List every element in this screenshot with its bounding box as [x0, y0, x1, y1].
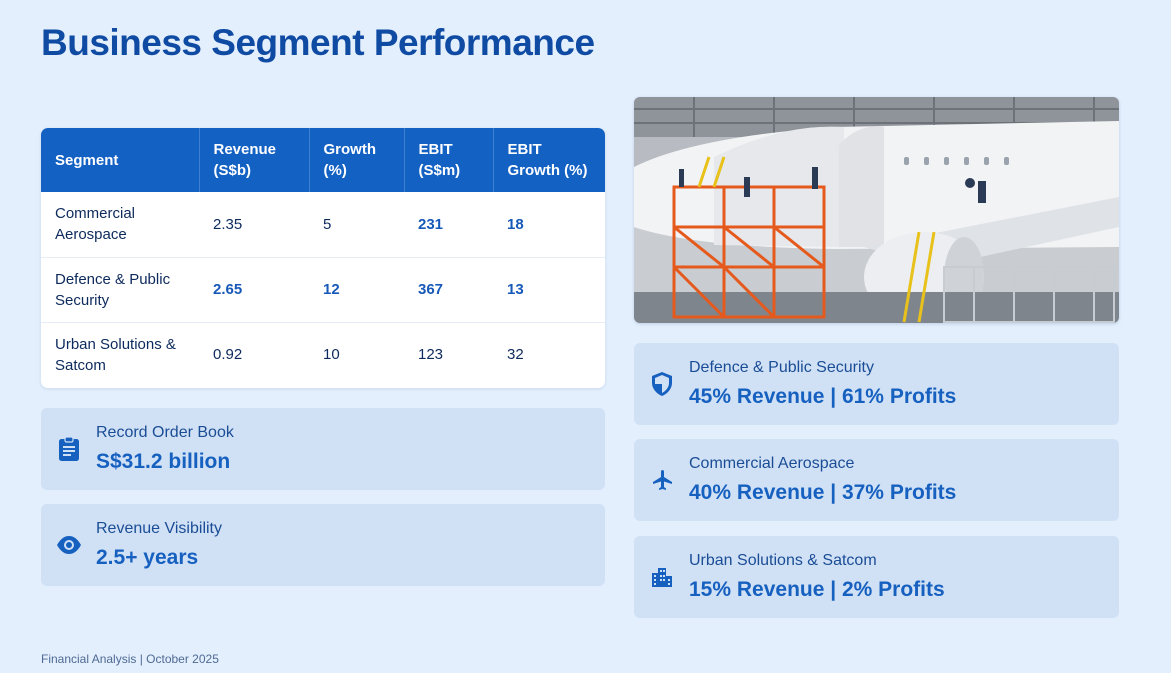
cell-ebit-growth: 18: [507, 215, 524, 233]
cell-segment: Urban Solutions & Satcom: [41, 321, 199, 387]
clipboard-icon: [55, 435, 83, 463]
cell-revenue: 2.35: [213, 215, 243, 233]
revenue-visibility-value: 2.5+ years: [96, 546, 199, 569]
order-book-card: Record Order Book S$31.2 billion: [41, 408, 605, 490]
cell-revenue: 2.65: [199, 256, 309, 322]
table-row: Urban Solutions & Satcom 0.92 10 123 32: [41, 321, 605, 387]
table-row: Defence & Public Security 2.65 12 367 13: [41, 256, 605, 322]
defence-share-value: 45% Revenue | 61% Profits: [689, 385, 957, 408]
cell-ebit-growth: 32: [493, 321, 605, 387]
aerospace-share-value: 40% Revenue | 37% Profits: [689, 481, 957, 504]
header-revenue: Revenue (S$b): [199, 128, 310, 192]
header-ebit: EBIT (S$m): [404, 128, 494, 192]
segment-table-card: Segment Revenue (S$b) Growth (%) EBIT (S$m)…: [41, 128, 605, 388]
cell-segment: Defence & Public Security: [41, 256, 199, 322]
aerospace-share-card: Commercial Aerospace 40% Revenue | 37% P…: [634, 439, 1119, 521]
shield-icon: [648, 370, 676, 398]
cell-ebit: 231: [418, 215, 444, 233]
defence-share-label: Defence & Public Security: [689, 359, 874, 376]
footer-text: Financial Analysis | October 2025: [41, 652, 219, 666]
revenue-visibility-card: Revenue Visibility 2.5+ years: [41, 504, 605, 586]
cell-revenue: 0.92: [199, 321, 309, 387]
table-row: Commercial Aerospace 2.35 5 231 18: [41, 192, 605, 257]
city-icon: [648, 563, 676, 591]
urban-share-label: Urban Solutions & Satcom: [689, 552, 877, 569]
revenue-visibility-label: Revenue Visibility: [96, 520, 222, 537]
table-header-row: Segment Revenue (S$b) Growth (%) EBIT (S$m)…: [41, 128, 605, 192]
segment-table: Segment Revenue (S$b) Growth (%) EBIT (S$m)…: [41, 128, 605, 387]
aerospace-share-label: Commercial Aerospace: [689, 455, 855, 472]
page-title: Business Segment Performance: [41, 22, 595, 63]
cell-growth: 12: [309, 256, 404, 322]
header-growth: Growth (%): [309, 128, 405, 192]
cell-growth: 5: [323, 215, 332, 233]
cell-growth: 10: [309, 321, 404, 387]
airplane-icon: [648, 466, 676, 494]
cell-ebit: 123: [404, 321, 493, 387]
header-ebit-growth: EBIT Growth (%): [493, 128, 605, 192]
order-book-value: S$31.2 billion: [96, 450, 231, 473]
defence-share-card: Defence & Public Security 45% Revenue | …: [634, 343, 1119, 425]
cell-ebit: 367: [404, 256, 493, 322]
aircraft-hangar-photo: [634, 97, 1119, 323]
urban-share-card: Urban Solutions & Satcom 15% Revenue | 2…: [634, 536, 1119, 618]
urban-share-value: 15% Revenue | 2% Profits: [689, 578, 945, 601]
header-segment: Segment: [41, 128, 200, 192]
order-book-label: Record Order Book: [96, 424, 234, 441]
eye-icon: [55, 531, 83, 559]
cell-ebit-growth: 13: [493, 256, 605, 322]
cell-segment: Commercial Aerospace: [55, 205, 136, 244]
